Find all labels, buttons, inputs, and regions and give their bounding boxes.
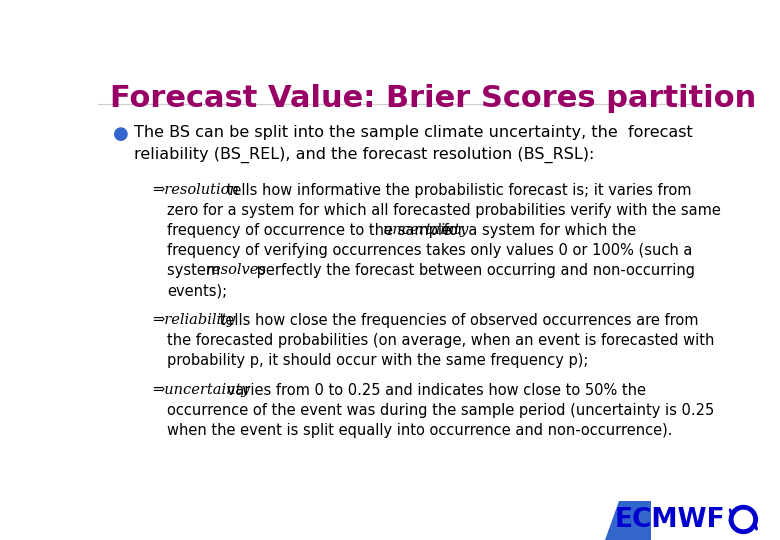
Text: varies from 0 to 0.25 and indicates how close to 50% the: varies from 0 to 0.25 and indicates how … <box>222 383 646 398</box>
Text: resolves: resolves <box>206 263 268 277</box>
Text: frequency of verifying occurrences takes only values 0 or 100% (such a: frequency of verifying occurrences takes… <box>167 243 693 258</box>
Text: The BS can be split into the sample climate uncertainty, the  forecast
reliabili: The BS can be split into the sample clim… <box>134 125 693 164</box>
Text: events);: events); <box>167 283 227 298</box>
Text: ⇒uncertainty: ⇒uncertainty <box>152 383 250 397</box>
Text: frequency of occurrence to the sample: frequency of occurrence to the sample <box>167 223 456 238</box>
Text: uncertainty: uncertainty <box>384 223 469 237</box>
Text: probability p, it should occur with the same frequency p);: probability p, it should occur with the … <box>167 353 588 368</box>
Text: WWRP/WMO Workshop on QPF Verification - Prague, 14-16 May 2001: WWRP/WMO Workshop on QPF Verification - … <box>12 514 445 527</box>
Text: ●: ● <box>112 125 129 143</box>
Text: occurrence of the event was during the sample period (uncertainty is 0.25: occurrence of the event was during the s… <box>167 403 714 418</box>
Text: ⇒reliability: ⇒reliability <box>152 313 235 327</box>
Text: for a system for which the: for a system for which the <box>439 223 636 238</box>
Text: tells how close the frequencies of observed occurrences are from: tells how close the frequencies of obser… <box>215 313 699 328</box>
Text: when the event is split equally into occurrence and non-occurrence).: when the event is split equally into occ… <box>167 423 672 438</box>
Text: tells how informative the probabilistic forecast is; it varies from: tells how informative the probabilistic … <box>222 183 692 198</box>
Text: system: system <box>167 263 225 278</box>
Text: ⇒resolution: ⇒resolution <box>152 183 239 197</box>
Polygon shape <box>604 501 651 540</box>
Text: perfectly the forecast between occurring and non-occurring: perfectly the forecast between occurring… <box>252 263 695 278</box>
Text: zero for a system for which all forecasted probabilities verify with the same: zero for a system for which all forecast… <box>167 203 721 218</box>
Text: the forecasted probabilities (on average, when an event is forecasted with: the forecasted probabilities (on average… <box>167 333 714 348</box>
Text: Forecast Value: Brier Scores partition: Forecast Value: Brier Scores partition <box>109 84 756 112</box>
Text: ECMWF: ECMWF <box>615 507 725 532</box>
